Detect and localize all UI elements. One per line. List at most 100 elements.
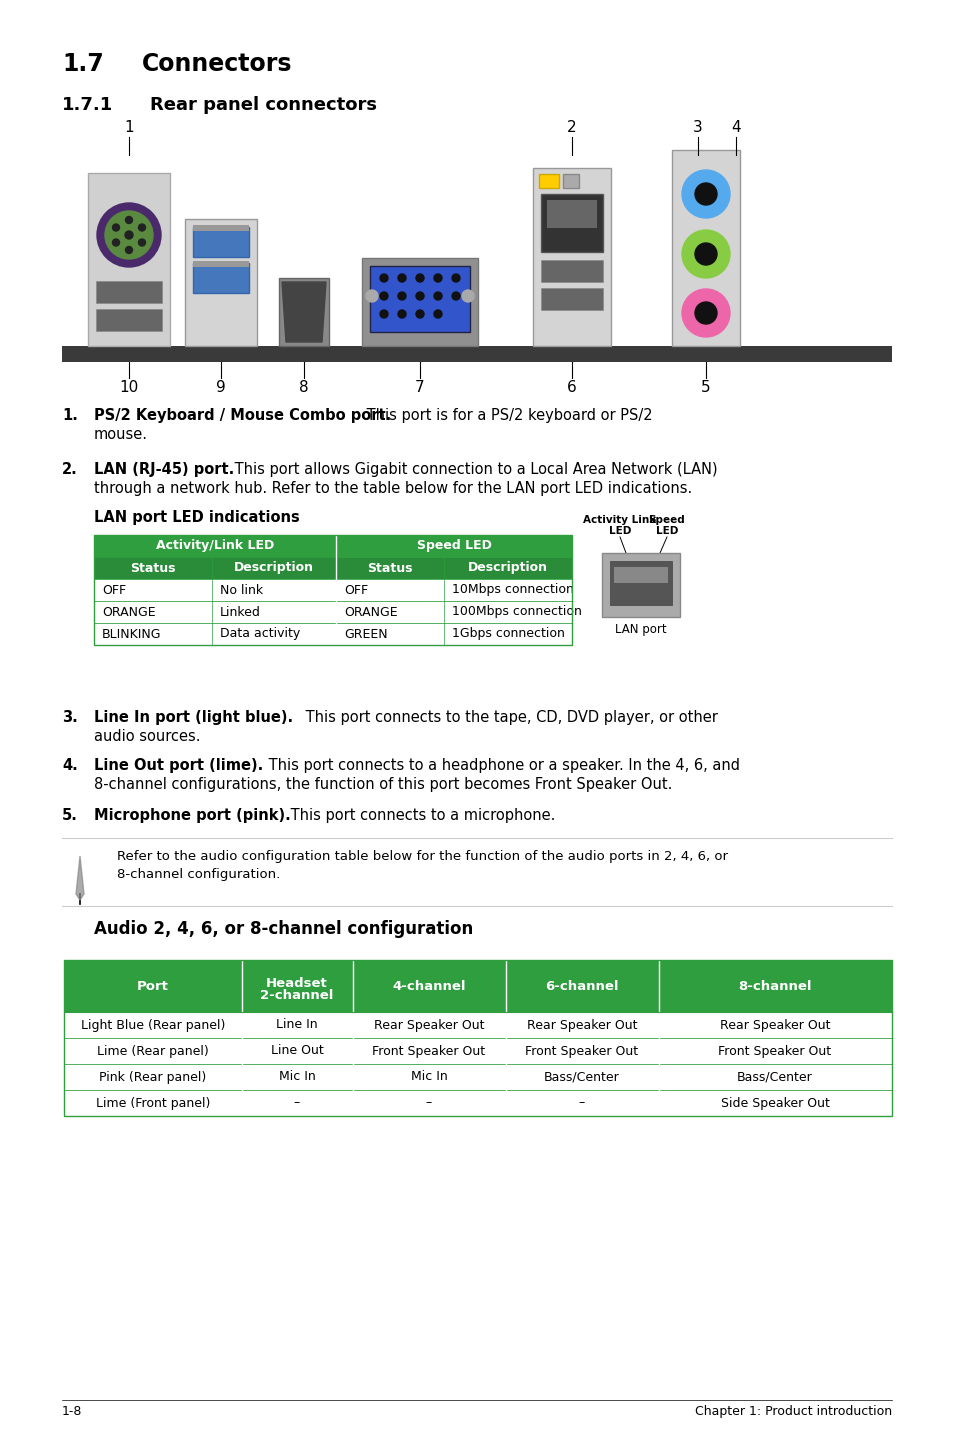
Bar [94, 623, 572, 646]
Text: PS/2 Keyboard / Mouse Combo port.: PS/2 Keyboard / Mouse Combo port. [94, 408, 391, 423]
Bar [94, 557, 572, 580]
Circle shape [397, 292, 406, 301]
Bar [94, 580, 572, 601]
Circle shape [97, 203, 161, 267]
Text: 9: 9 [216, 380, 226, 395]
Text: Status: Status [367, 561, 413, 575]
Circle shape [434, 311, 441, 318]
Bar [609, 561, 671, 605]
Bar [614, 567, 667, 582]
Circle shape [695, 302, 717, 324]
Text: through a network hub. Refer to the table below for the LAN port LED indications: through a network hub. Refer to the tabl… [94, 480, 692, 496]
Text: 4.: 4. [62, 758, 77, 774]
Text: GREEN: GREEN [344, 627, 387, 640]
Text: 4-channel: 4-channel [392, 979, 465, 992]
Bar [361, 257, 477, 347]
Text: This port is for a PS/2 keyboard or PS/2: This port is for a PS/2 keyboard or PS/2 [361, 408, 652, 423]
Text: audio sources.: audio sources. [94, 729, 200, 743]
Text: 1.: 1. [62, 408, 78, 423]
Bar [88, 173, 170, 347]
Polygon shape [76, 856, 84, 900]
Polygon shape [282, 282, 326, 342]
Bar [64, 1090, 891, 1116]
Text: Speed: Speed [648, 515, 684, 525]
Text: 1Gbps connection: 1Gbps connection [452, 627, 564, 640]
Text: LED: LED [655, 526, 678, 536]
Text: Front Speaker Out: Front Speaker Out [525, 1044, 638, 1057]
Bar [64, 961, 891, 1012]
Text: ORANGE: ORANGE [102, 605, 155, 618]
Circle shape [681, 230, 729, 278]
Text: 100Mbps connection: 100Mbps connection [452, 605, 581, 618]
Bar [193, 227, 249, 257]
Text: Activity/Link LED: Activity/Link LED [155, 539, 274, 552]
Circle shape [416, 311, 423, 318]
Text: 8-channel configurations, the function of this port becomes Front Speaker Out.: 8-channel configurations, the function o… [94, 777, 672, 792]
Bar [64, 1064, 891, 1090]
Text: Linked: Linked [220, 605, 260, 618]
Circle shape [397, 311, 406, 318]
Text: 2.: 2. [62, 462, 77, 477]
Bar [193, 224, 249, 232]
Text: Headset: Headset [266, 976, 328, 989]
Bar [96, 280, 162, 303]
Text: Refer to the audio configuration table below for the function of the audio ports: Refer to the audio configuration table b… [117, 850, 727, 863]
Circle shape [379, 311, 388, 318]
Circle shape [397, 275, 406, 282]
Text: 1.7.1: 1.7.1 [62, 96, 113, 114]
Text: 2-channel: 2-channel [260, 989, 334, 1002]
Text: Description: Description [233, 561, 314, 575]
Text: Data activity: Data activity [220, 627, 300, 640]
Text: BLINKING: BLINKING [102, 627, 161, 640]
Bar [278, 278, 329, 347]
Circle shape [105, 211, 152, 259]
Text: No link: No link [220, 584, 263, 597]
Bar [533, 168, 610, 347]
Text: Rear Speaker Out: Rear Speaker Out [374, 1018, 484, 1031]
Circle shape [138, 224, 146, 232]
Text: 3: 3 [693, 119, 702, 135]
Text: Bass/Center: Bass/Center [737, 1070, 812, 1083]
Text: This port connects to a headphone or a speaker. In the 4, 6, and: This port connects to a headphone or a s… [264, 758, 740, 774]
Text: 10: 10 [119, 380, 138, 395]
Circle shape [126, 246, 132, 253]
Text: mouse.: mouse. [94, 427, 148, 441]
Text: 5.: 5. [62, 808, 78, 823]
Text: Line Out: Line Out [271, 1044, 323, 1057]
Text: –: – [425, 1097, 432, 1110]
Bar [540, 288, 602, 311]
Text: Line In: Line In [276, 1018, 317, 1031]
Bar [64, 1038, 891, 1064]
Text: Mic In: Mic In [410, 1070, 447, 1083]
Bar [562, 174, 578, 188]
Bar [62, 347, 891, 362]
Bar [94, 535, 572, 557]
Text: This port allows Gigabit connection to a Local Area Network (LAN): This port allows Gigabit connection to a… [230, 462, 717, 477]
Text: LAN port: LAN port [615, 623, 666, 636]
Circle shape [695, 183, 717, 206]
Bar [671, 150, 740, 347]
Bar [538, 174, 558, 188]
Text: Chapter 1: Product introduction: Chapter 1: Product introduction [694, 1405, 891, 1418]
Bar [96, 309, 162, 331]
Text: 4: 4 [730, 119, 740, 135]
Text: Status: Status [131, 561, 175, 575]
Text: OFF: OFF [344, 584, 368, 597]
Text: Bass/Center: Bass/Center [543, 1070, 619, 1083]
Text: 6-channel: 6-channel [545, 979, 618, 992]
Circle shape [681, 289, 729, 336]
Text: Lime (Rear panel): Lime (Rear panel) [97, 1044, 209, 1057]
Text: 1-8: 1-8 [62, 1405, 82, 1418]
Text: LAN port LED indications: LAN port LED indications [94, 510, 299, 525]
Text: 5: 5 [700, 380, 710, 395]
Bar [193, 262, 249, 267]
Bar [193, 263, 249, 293]
Text: Lime (Front panel): Lime (Front panel) [95, 1097, 210, 1110]
Text: Front Speaker Out: Front Speaker Out [718, 1044, 831, 1057]
Circle shape [112, 224, 119, 232]
Text: Port: Port [137, 979, 169, 992]
Text: Rear panel connectors: Rear panel connectors [150, 96, 376, 114]
Text: Description: Description [468, 561, 547, 575]
Circle shape [434, 275, 441, 282]
Bar [540, 260, 602, 282]
